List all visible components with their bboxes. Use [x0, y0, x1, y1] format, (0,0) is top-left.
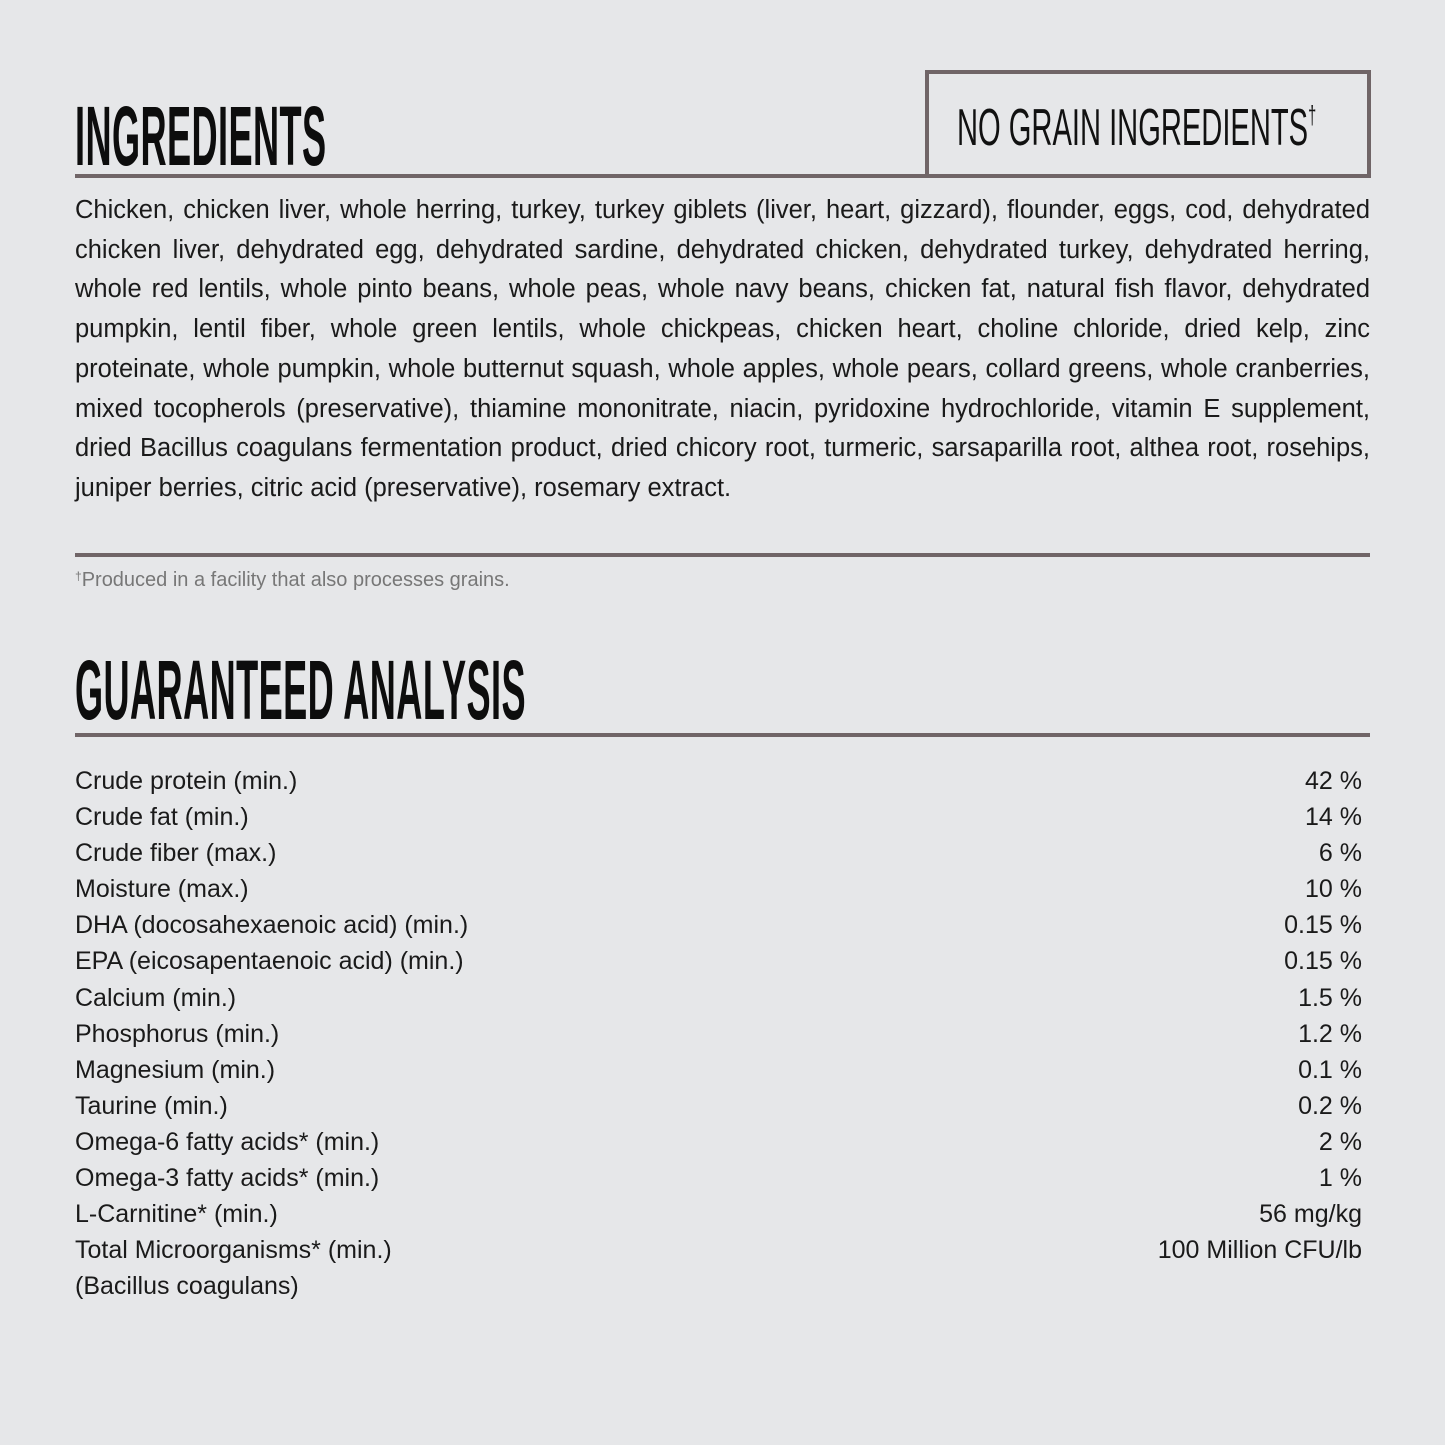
analysis-label: Total Microorganisms* (min.) [75, 1236, 392, 1265]
ingredients-bottom-rule [75, 553, 1370, 557]
analysis-value: 2 % [1318, 1127, 1362, 1156]
analysis-row: Calcium (min.) 1.5 % [75, 980, 1362, 1016]
analysis-value: 56 mg/kg [1259, 1200, 1362, 1229]
analysis-label: Crude fiber (max.) [75, 839, 277, 868]
analysis-label: Taurine (min.) [75, 1091, 228, 1120]
footnote-mark: † [75, 569, 82, 583]
analysis-row: Crude fiber (max.) 6 % [75, 835, 1362, 871]
analysis-label: Magnesium (min.) [75, 1055, 276, 1084]
analysis-label: L-Carnitine* (min.) [75, 1200, 278, 1229]
analysis-value: 1.5 % [1298, 983, 1362, 1012]
analysis-value: 0.1 % [1298, 1055, 1362, 1084]
analysis-row: DHA (docosahexaenoic acid) (min.) 0.15 % [75, 907, 1362, 943]
analysis-row: Crude fat (min.) 14 % [75, 799, 1362, 835]
analysis-table: Crude protein (min.) 42 % Crude fat (min.)… [75, 763, 1362, 1304]
analysis-label: Crude protein (min.) [75, 767, 298, 795]
analysis-row: Total Microorganisms* (min.) 100 Million … [75, 1232, 1362, 1268]
analysis-value: 1.2 % [1298, 1019, 1362, 1048]
analysis-label: Moisture (max.) [75, 875, 249, 904]
dagger-mark: † [1308, 100, 1317, 130]
ingredients-heading-rule [75, 174, 927, 178]
no-grain-badge: NO GRAIN INGREDIENTS† [925, 70, 1371, 178]
ingredients-heading: INGREDIENTS [75, 89, 327, 183]
analysis-value: 10 % [1305, 875, 1362, 904]
analysis-label: Calcium (min.) [75, 983, 237, 1012]
analysis-value: 6 % [1318, 839, 1362, 868]
analysis-row: Taurine (min.) 0.2 % [75, 1088, 1362, 1124]
footnote: †Produced in a facility that also proces… [75, 569, 510, 592]
analysis-row: Omega-6 fatty acids* (min.) 2 % [75, 1124, 1362, 1160]
analysis-label: (Bacillus coagulans) [75, 1272, 299, 1301]
analysis-row: Phosphorus (min.) 1.2 % [75, 1016, 1362, 1052]
ingredients-list: Chicken, chicken liver, whole herring, t… [75, 196, 1370, 502]
analysis-row: (Bacillus coagulans) [75, 1268, 1362, 1304]
analysis-label: Phosphorus (min.) [75, 1019, 280, 1048]
footnote-text: Produced in a facility that also process… [81, 569, 510, 591]
analysis-label: DHA (docosahexaenoic acid) (min.) [75, 911, 469, 940]
analysis-value: 14 % [1305, 803, 1362, 832]
analysis-heading: GUARANTEED ANALYSIS [75, 643, 527, 737]
analysis-value: 100 Million CFU/lb [1157, 1236, 1362, 1265]
analysis-value: 42 % [1305, 767, 1362, 795]
analysis-row: L-Carnitine* (min.) 56 mg/kg [75, 1196, 1362, 1232]
analysis-value: 0.15 % [1284, 947, 1362, 976]
analysis-row: Omega-3 fatty acids* (min.) 1 % [75, 1160, 1362, 1196]
no-grain-badge-text: NO GRAIN INGREDIENTS [957, 99, 1309, 157]
analysis-value: 0.15 % [1284, 911, 1362, 940]
analysis-row: Moisture (max.) 10 % [75, 871, 1362, 907]
analysis-value: 0.2 % [1298, 1091, 1362, 1120]
analysis-row: EPA (eicosapentaenoic acid) (min.) 0.15 % [75, 943, 1362, 979]
analysis-label: Crude fat (min.) [75, 803, 249, 832]
analysis-row: Crude protein (min.) 42 % [75, 763, 1362, 799]
analysis-label: EPA (eicosapentaenoic acid) (min.) [75, 947, 464, 976]
analysis-label: Omega-6 fatty acids* (min.) [75, 1127, 380, 1156]
analysis-label: Omega-3 fatty acids* (min.) [75, 1164, 380, 1193]
analysis-heading-rule [75, 733, 1370, 737]
analysis-value: 1 % [1318, 1164, 1362, 1193]
analysis-row: Magnesium (min.) 0.1 % [75, 1052, 1362, 1088]
